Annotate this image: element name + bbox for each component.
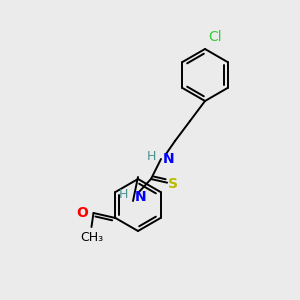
Text: H: H (147, 151, 156, 164)
Text: H: H (118, 188, 128, 202)
Text: CH₃: CH₃ (80, 231, 103, 244)
Text: N: N (135, 190, 147, 204)
Text: S: S (168, 177, 178, 191)
Text: O: O (76, 206, 88, 220)
Text: Cl: Cl (208, 30, 222, 44)
Text: N: N (163, 152, 175, 166)
